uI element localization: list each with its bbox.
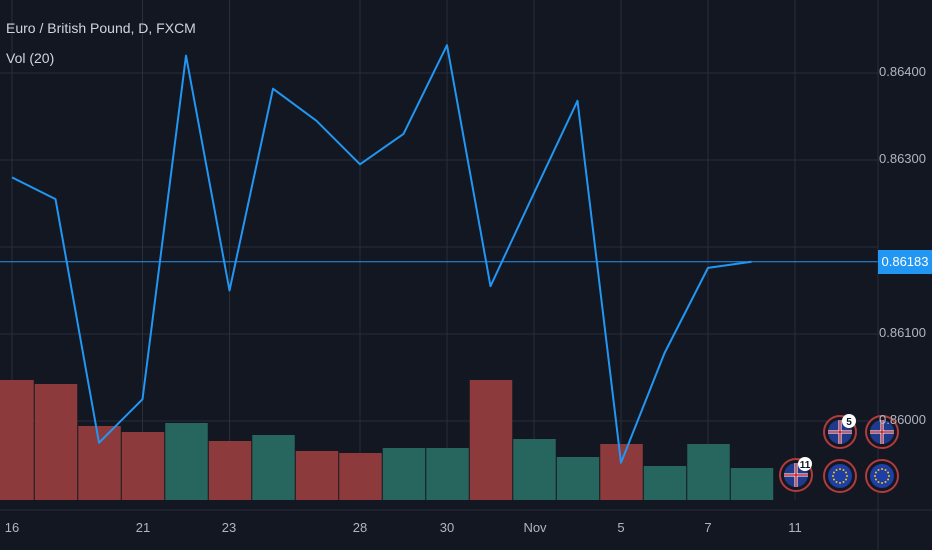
eu-flag-star <box>832 478 835 481</box>
x-tick-label: 21 <box>135 520 151 535</box>
eu-flag-star <box>874 478 877 481</box>
volume-bar <box>643 466 687 500</box>
volume-bar <box>121 432 165 500</box>
x-tick-label: 11 <box>788 520 802 535</box>
volume-bar <box>513 439 556 500</box>
volume-bar <box>730 468 774 500</box>
volume-bar <box>600 444 643 500</box>
eu-flag-star <box>839 482 841 484</box>
y-tick-label: 0.86000 <box>879 412 926 427</box>
x-tick-label: 23 <box>221 520 237 535</box>
volume-bar <box>252 435 295 500</box>
volume-bar <box>382 448 426 500</box>
event-count-label: 5 <box>846 417 852 428</box>
volume-bar <box>426 448 469 500</box>
eu-flag-star <box>845 478 848 481</box>
eu-flag-star <box>835 468 838 471</box>
eu-flag-star <box>887 478 890 481</box>
eu-flag-icon <box>828 464 852 488</box>
y-tick-label: 0.86100 <box>879 325 926 340</box>
volume-bar <box>165 423 208 500</box>
eu-flag-star <box>881 468 883 470</box>
volume-bar <box>208 441 252 500</box>
eu-flag-star <box>842 468 845 471</box>
volume-bar <box>556 457 600 500</box>
eu-flag-star <box>842 481 845 484</box>
volume-bar <box>687 444 730 500</box>
eu-flag-star <box>877 468 880 471</box>
eu-flag-star <box>832 475 834 477</box>
volume-bar <box>339 453 382 500</box>
event-count-badge <box>842 414 856 428</box>
eu-flag-star <box>874 471 877 474</box>
x-tick-label: 30 <box>439 520 455 535</box>
eu-flag-star <box>884 481 887 484</box>
eu-flag-star <box>839 468 841 470</box>
volume-bar <box>469 380 513 500</box>
eu-flag-star <box>877 481 880 484</box>
y-tick-label: 0.86400 <box>879 64 926 79</box>
event-count-label: 11 <box>800 460 811 471</box>
eu-flag-star <box>832 471 835 474</box>
volume-label: Vol (20) <box>6 50 55 66</box>
eu-flag-star <box>888 475 890 477</box>
eu-flag-star <box>846 475 848 477</box>
x-tick-label: 5 <box>617 520 625 535</box>
volume-bar <box>34 384 78 500</box>
eu-flag-star <box>884 468 887 471</box>
eu-flag-star <box>881 482 883 484</box>
volume-bar <box>78 426 121 500</box>
eu-flag-star <box>874 475 876 477</box>
x-tick-label: 16 <box>4 520 20 535</box>
price-line <box>11 44 752 464</box>
volume-bar <box>295 451 339 500</box>
eu-flag-star <box>887 471 890 474</box>
eu-flag-icon <box>870 464 894 488</box>
x-tick-label: Nov <box>523 520 547 535</box>
chart-title: Euro / British Pound, D, FXCM <box>6 20 196 36</box>
x-tick-label: 28 <box>352 520 368 535</box>
last-price-badge: 0.86183 <box>878 250 932 274</box>
eu-flag-star <box>845 471 848 474</box>
event-count-badge <box>798 457 812 471</box>
x-tick-label: 7 <box>704 520 712 535</box>
volume-bar <box>0 380 34 500</box>
eu-flag-star <box>835 481 838 484</box>
y-tick-label: 0.86300 <box>879 151 926 166</box>
